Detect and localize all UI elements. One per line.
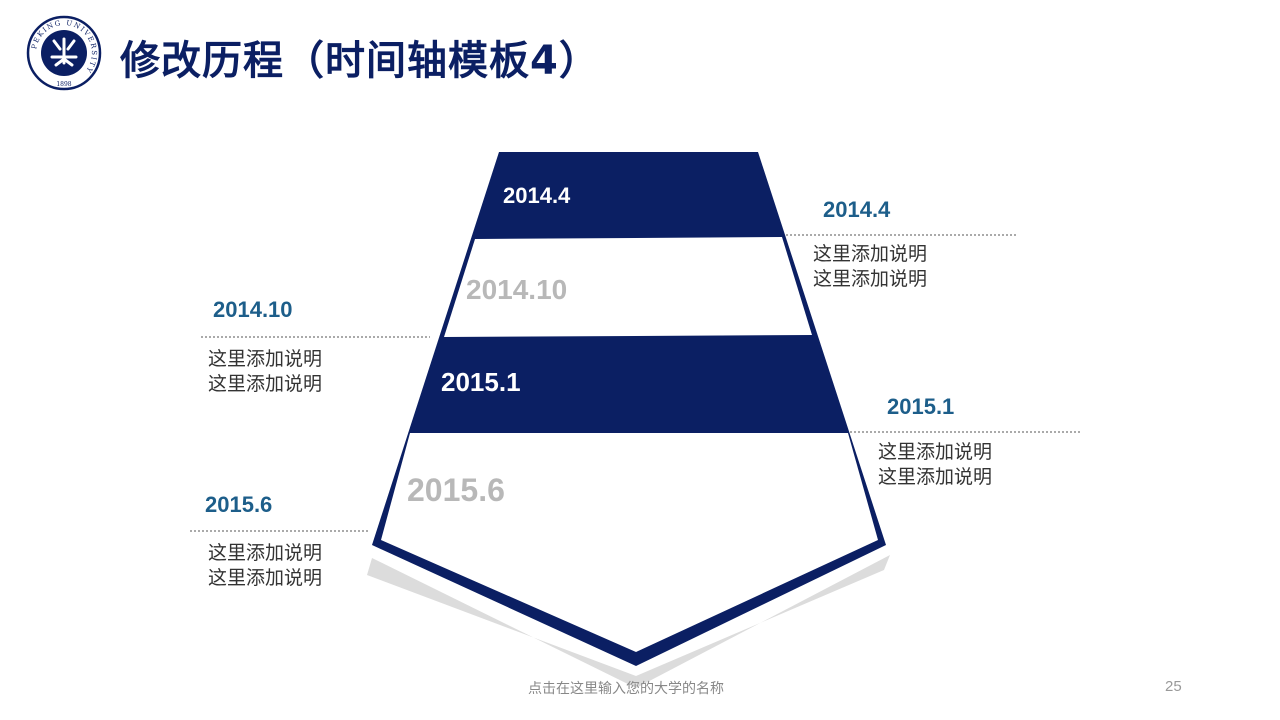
event-desc-2015-6: 这里添加说明 这里添加说明	[208, 542, 323, 589]
event-desc-2014-10: 这里添加说明 这里添加说明	[208, 348, 323, 395]
band-2015-6-fill	[381, 433, 878, 652]
band-label-2015-6: 2015.6	[407, 472, 505, 508]
event-date-2015-6: 2015.6	[205, 492, 273, 517]
event-date-2014-4: 2014.4	[823, 197, 891, 222]
logo-year: 1898	[56, 81, 71, 88]
footer-university-name[interactable]: 点击在这里输入您的大学的名称	[528, 681, 724, 697]
page-number: 25	[1165, 678, 1182, 695]
band-label-2015-1: 2015.1	[441, 367, 521, 397]
peking-university-seal-icon: PEKING UNIVERSITY 1898	[26, 15, 102, 91]
event-desc-2015-1: 这里添加说明 这里添加说明	[878, 441, 993, 488]
event-desc-2014-4: 这里添加说明 这里添加说明	[813, 243, 928, 290]
page-title: 修改历程（时间轴模板4）	[120, 38, 600, 84]
band-label-2014-4: 2014.4	[503, 183, 571, 208]
band-2014-10-fill	[444, 237, 812, 337]
band-label-2014-10: 2014.10	[466, 274, 568, 305]
event-date-2014-10: 2014.10	[213, 297, 293, 322]
event-date-2015-1: 2015.1	[887, 394, 955, 419]
